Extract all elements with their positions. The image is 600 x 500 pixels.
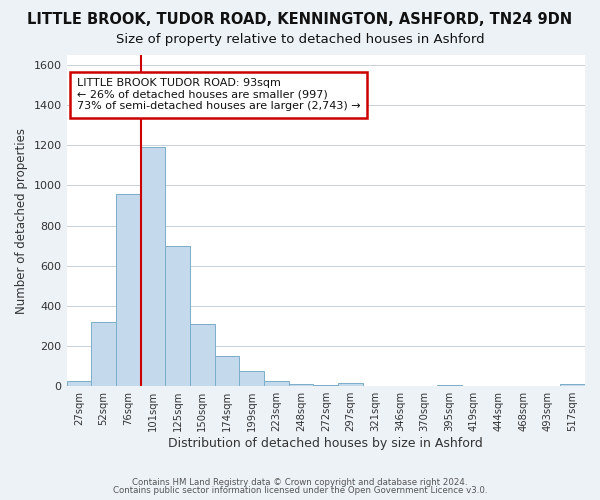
Bar <box>437 385 461 386</box>
Bar <box>239 371 264 386</box>
Bar <box>67 381 91 386</box>
Text: Contains public sector information licensed under the Open Government Licence v3: Contains public sector information licen… <box>113 486 487 495</box>
Text: LITTLE BROOK, TUDOR ROAD, KENNINGTON, ASHFORD, TN24 9DN: LITTLE BROOK, TUDOR ROAD, KENNINGTON, AS… <box>28 12 572 28</box>
Text: Contains HM Land Registry data © Crown copyright and database right 2024.: Contains HM Land Registry data © Crown c… <box>132 478 468 487</box>
Bar <box>338 383 363 386</box>
Text: Size of property relative to detached houses in Ashford: Size of property relative to detached ho… <box>116 32 484 46</box>
Text: LITTLE BROOK TUDOR ROAD: 93sqm
← 26% of detached houses are smaller (997)
73% of: LITTLE BROOK TUDOR ROAD: 93sqm ← 26% of … <box>77 78 361 112</box>
Bar <box>140 148 165 386</box>
Bar <box>289 384 313 386</box>
Bar <box>560 384 585 386</box>
Bar <box>116 194 140 386</box>
Bar <box>313 385 338 386</box>
Bar <box>215 356 239 386</box>
Y-axis label: Number of detached properties: Number of detached properties <box>15 128 28 314</box>
Bar <box>165 246 190 386</box>
Bar <box>190 324 215 386</box>
Bar <box>91 322 116 386</box>
X-axis label: Distribution of detached houses by size in Ashford: Distribution of detached houses by size … <box>169 437 483 450</box>
Bar <box>264 381 289 386</box>
